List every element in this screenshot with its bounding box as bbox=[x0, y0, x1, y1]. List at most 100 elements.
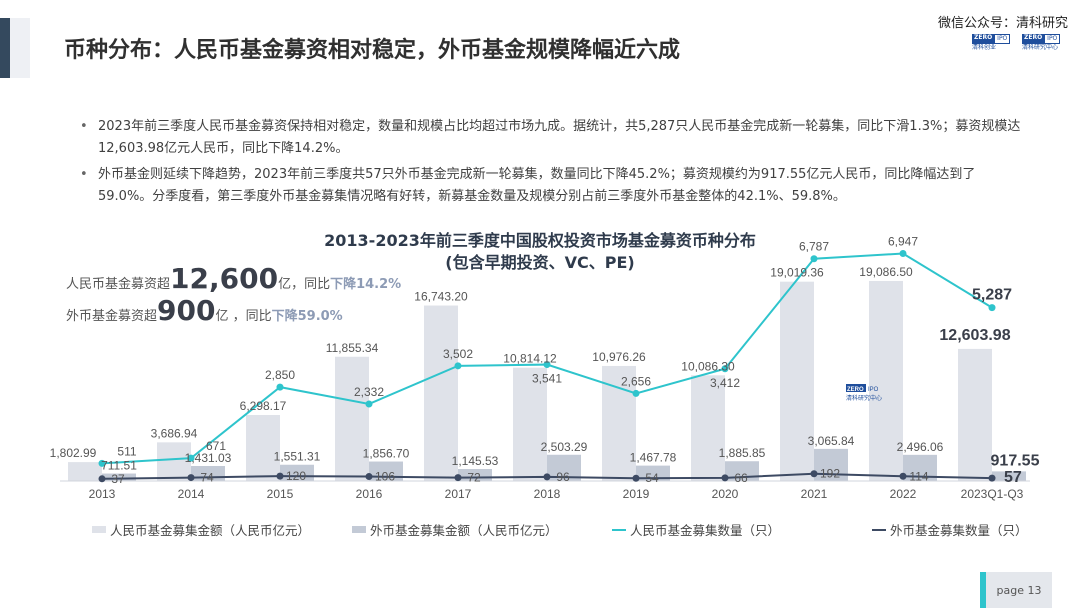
rmb-count-label: 3,541 bbox=[532, 372, 562, 386]
legend-rmb-count: 人民币基金募集数量（只） bbox=[612, 520, 872, 539]
rmb-amount-bar bbox=[691, 375, 725, 481]
rmb-amount-bar bbox=[335, 356, 369, 481]
rmb-count-label: 2,332 bbox=[354, 385, 384, 399]
x-tick-label: 2021 bbox=[801, 487, 828, 501]
fx-amount-bar bbox=[992, 471, 1026, 481]
hl-down: 下降59.0% bbox=[271, 309, 343, 324]
bullet-item: 2023年前三季度人民币基金募资保持相对稳定，数量和规模占比均超过市场九成。据统… bbox=[80, 116, 1025, 160]
hl-value: 900 bbox=[157, 294, 216, 327]
rmb-count-point bbox=[187, 454, 195, 462]
rmb-count-label: 3,412 bbox=[710, 376, 740, 390]
hl-prefix: 人民币基金募资超 bbox=[66, 277, 171, 292]
rmb-amount-label: 10,086.30 bbox=[681, 359, 735, 373]
hl-suffix: 亿 ，同比 bbox=[215, 309, 272, 324]
fx-count-label: 96 bbox=[556, 470, 570, 484]
rmb-amount-bar bbox=[157, 442, 191, 481]
header-accent-bar bbox=[0, 18, 10, 78]
legend-swatch bbox=[92, 526, 106, 533]
fx-count-point bbox=[543, 473, 551, 481]
page-number: page 13 bbox=[986, 572, 1052, 608]
rmb-amount-label: 11,855.34 bbox=[326, 341, 379, 355]
fx-highlight: 外币基金募资超900亿 ，同比下降59.0% bbox=[66, 294, 343, 327]
fx-amount-label: 3,065.84 bbox=[808, 434, 855, 448]
x-tick-label: 2019 bbox=[623, 487, 650, 501]
rmb-count-label: 671 bbox=[206, 439, 226, 453]
fx-count-point bbox=[454, 474, 462, 482]
fx-amount-bar bbox=[102, 473, 136, 481]
rmb-amount-bar bbox=[424, 305, 458, 481]
wechat-watermark: 微信公众号：清科研究 bbox=[937, 16, 1068, 31]
fx-count-point bbox=[187, 474, 195, 482]
zero2ipo-logo: ZERO IPO 清科创业 bbox=[972, 34, 1016, 60]
fx-amount-bar bbox=[814, 448, 848, 481]
watermark-cn: 清科研究中心 bbox=[846, 394, 882, 402]
fx-amount-label: 1,885.85 bbox=[719, 446, 766, 460]
rmb-count-point bbox=[721, 365, 729, 373]
rmb-amount-bar bbox=[68, 462, 102, 481]
fx-count-label: 57 bbox=[1004, 469, 1022, 486]
legend-label: 人民币基金募集数量（只） bbox=[630, 523, 781, 538]
watermark-zero: ZERO bbox=[847, 387, 864, 393]
rmb-amount-bar bbox=[780, 281, 814, 481]
rmb-count-label: 2,656 bbox=[621, 374, 651, 388]
logo-zero: ZERO bbox=[972, 34, 995, 44]
fx-count-point bbox=[899, 472, 907, 480]
logo-ipo: IPO bbox=[994, 34, 1011, 44]
rmb-amount-bar bbox=[958, 348, 992, 481]
hl-prefix: 外币基金募资超 bbox=[66, 309, 158, 324]
rmb-amount-label: 10,814.12 bbox=[503, 352, 557, 366]
x-tick-label: 2014 bbox=[178, 487, 205, 501]
rmb-amount-label: 19,086.50 bbox=[859, 265, 913, 279]
fx-count-label: 120 bbox=[286, 469, 306, 483]
fx-amount-label: 917.55 bbox=[991, 452, 1040, 469]
chart-subtitle: (包含早期投资、VC、PE) bbox=[445, 253, 635, 272]
legend-label: 人民币基金募集金额（人民币亿元） bbox=[110, 523, 311, 538]
fx-amount-label: 1,467.78 bbox=[630, 451, 677, 465]
rmb-count-point bbox=[988, 304, 996, 312]
fx-amount-label: 1,145.53 bbox=[452, 454, 499, 468]
rmb-amount-bar bbox=[246, 414, 280, 481]
logo-cn: 清科研究中心 bbox=[1022, 44, 1059, 51]
rmb-count-label: 3,502 bbox=[443, 347, 473, 361]
logo-cn: 清科创业 bbox=[972, 44, 997, 51]
fx-count-label: 74 bbox=[200, 471, 214, 485]
x-tick-label: 2020 bbox=[712, 487, 739, 501]
rmb-highlight: 人民币基金募资超12,600亿，同比下降14.2% bbox=[66, 262, 401, 295]
rmb-count-point bbox=[543, 361, 551, 369]
summary-bullets: 2023年前三季度人民币基金募资保持相对稳定，数量和规模占比均超过市场九成。据统… bbox=[80, 116, 1025, 212]
fx-count-point bbox=[810, 470, 818, 478]
watermark-ipo: IPO bbox=[868, 387, 879, 393]
legend-fx-count: 外币基金募集数量（只） bbox=[872, 520, 1080, 539]
fx-count-point bbox=[98, 475, 106, 483]
logo-zero: ZERO bbox=[1022, 34, 1045, 44]
chart-title-block: 2013-2023年前三季度中国股权投资市场基金募资币种分布 (包含早期投资、V… bbox=[270, 230, 810, 274]
fx-count-label: 54 bbox=[645, 471, 659, 485]
fx-count-label: 192 bbox=[820, 467, 840, 481]
legend-label: 外币基金募集数量（只） bbox=[890, 523, 1028, 538]
logo-ipo: IPO bbox=[1044, 34, 1061, 44]
rmb-count-point bbox=[899, 250, 907, 258]
rmb-amount-label: 10,976.26 bbox=[592, 350, 646, 364]
legend-label: 外币基金募集金额（人民币亿元） bbox=[370, 523, 558, 538]
hl-value: 12,600 bbox=[170, 262, 279, 295]
legend-line-marker bbox=[872, 528, 886, 531]
fx-count-label: 37 bbox=[111, 472, 125, 486]
rmb-amount-bar bbox=[869, 280, 903, 481]
rmb-count-point bbox=[810, 255, 818, 263]
rmb-amount-label: 16,743.20 bbox=[414, 290, 468, 304]
rmb-count-point bbox=[276, 383, 284, 391]
legend-line-marker bbox=[612, 528, 626, 531]
rmb-amount-label: 6,298.17 bbox=[240, 399, 287, 413]
rmb-amount-label: 3,686.94 bbox=[151, 426, 198, 440]
legend-swatch bbox=[352, 526, 366, 533]
x-tick-label: 2023Q1-Q3 bbox=[961, 487, 1024, 501]
hl-down: 下降14.2% bbox=[330, 277, 402, 292]
header-accent-bg bbox=[10, 18, 30, 78]
zero2ipo-research-logo: ZERO IPO 清科研究中心 bbox=[1022, 34, 1066, 60]
rmb-amount-bar bbox=[513, 367, 547, 481]
x-tick-label: 2015 bbox=[267, 487, 294, 501]
fx-amount-label: 2,496.06 bbox=[897, 440, 944, 454]
x-tick-label: 2022 bbox=[890, 487, 917, 501]
fx-amount-label: 1,856.70 bbox=[363, 447, 410, 461]
rmb-count-label: 6,787 bbox=[799, 240, 829, 254]
